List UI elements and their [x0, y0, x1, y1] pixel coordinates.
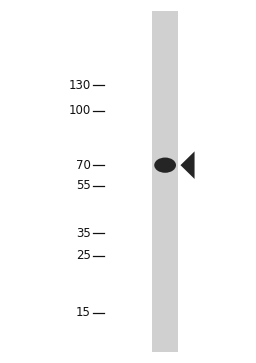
- Text: 15: 15: [76, 306, 91, 319]
- Text: 100: 100: [69, 104, 91, 117]
- Polygon shape: [180, 151, 195, 179]
- Text: 55: 55: [76, 179, 91, 192]
- Text: 130: 130: [69, 79, 91, 92]
- Bar: [152, 11, 178, 352]
- Text: 70: 70: [76, 159, 91, 172]
- Text: 35: 35: [76, 227, 91, 240]
- Text: 25: 25: [76, 249, 91, 262]
- Ellipse shape: [154, 158, 176, 173]
